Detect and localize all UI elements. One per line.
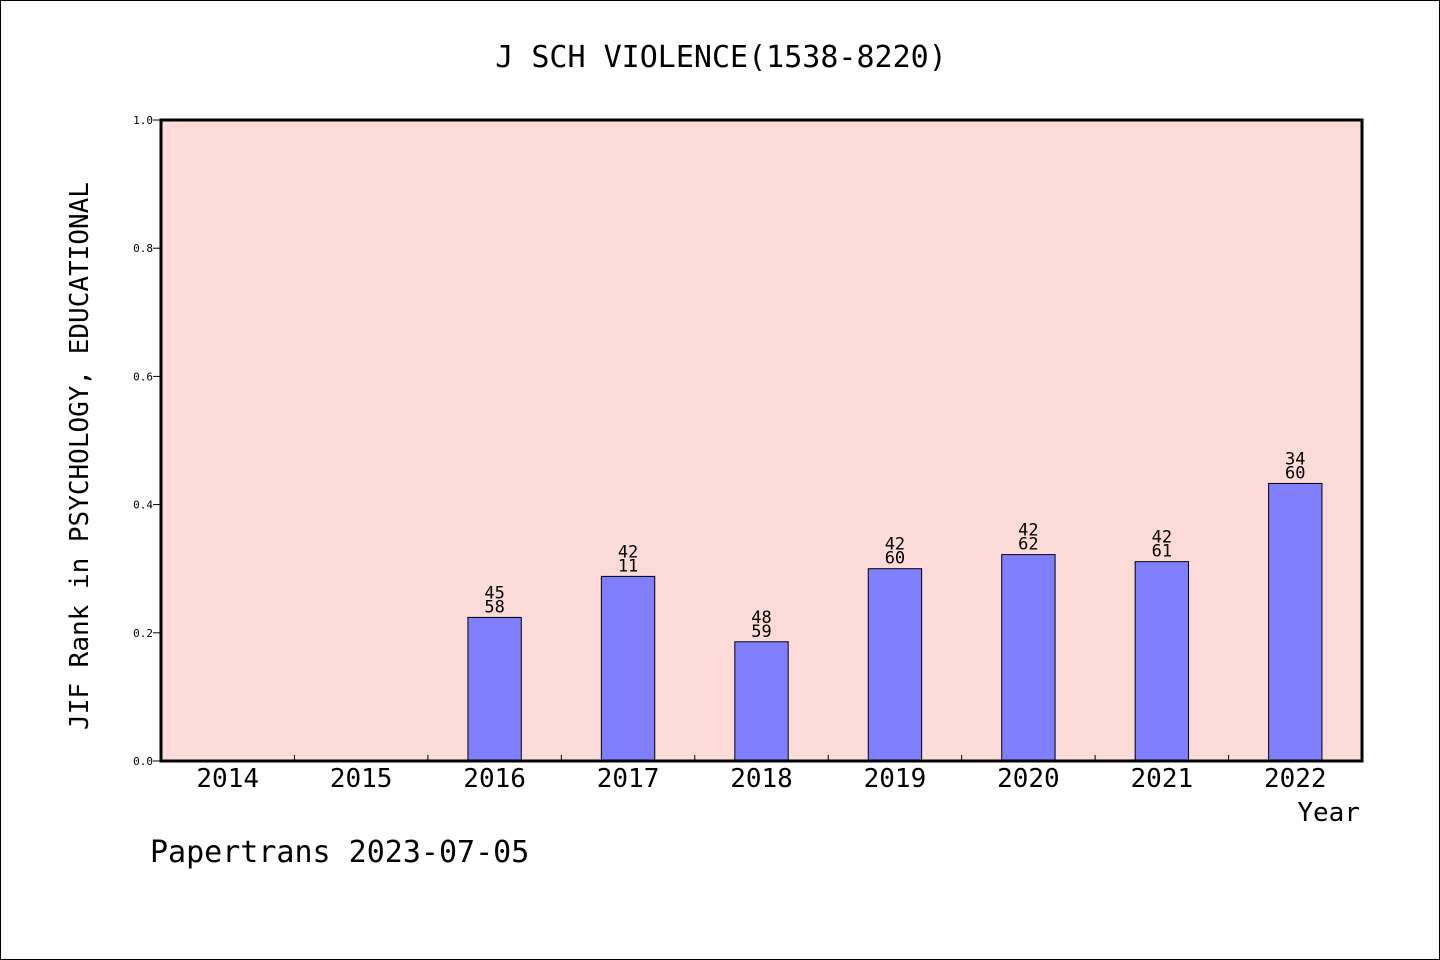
- y-axis-label: JIF Rank in PSYCHOLOGY, EDUCATIONAL: [65, 182, 95, 730]
- x-tick-label: 2015: [330, 764, 393, 794]
- x-tick-label: 2022: [1264, 764, 1327, 794]
- bar-label-bottom: 60: [885, 549, 905, 569]
- bar: [867, 568, 923, 762]
- bar-label-top: 34: [1285, 449, 1305, 469]
- x-tick-label: 2018: [730, 764, 793, 794]
- bars-layer: [467, 482, 1323, 762]
- y-axis: 0.0 0.2 0.4 0.6 0.8 1.0: [133, 114, 161, 768]
- x-axis: 2014 2015 2016 2017 2018 2019 2020 2021 2022: [196, 755, 1327, 794]
- y-tick-label: 1.0: [133, 114, 153, 127]
- x-tick-label: 2016: [463, 764, 526, 794]
- bar-label-bottom: 60: [1285, 463, 1305, 483]
- bar-label-top: 42: [1018, 521, 1038, 541]
- y-tick-label: 0.0: [133, 755, 153, 768]
- x-axis-label: Year: [1297, 798, 1360, 828]
- chart-title: J SCH VIOLENCE(1538-8220): [495, 40, 947, 75]
- bar: [1001, 554, 1056, 762]
- bar: [734, 641, 789, 762]
- bar-label-bottom: 11: [618, 556, 638, 576]
- bar-label-top: 42: [885, 535, 905, 555]
- bar-label-top: 42: [1152, 528, 1172, 548]
- bar: [1268, 482, 1323, 762]
- bar-label-top: 45: [484, 583, 504, 603]
- x-tick-label: 2021: [1131, 764, 1194, 794]
- plot-frame: [159, 118, 1364, 763]
- x-tick-label: 2014: [196, 764, 259, 794]
- bar-label-bottom: 59: [751, 622, 771, 642]
- footer-note: Papertrans 2023-07-05: [150, 835, 530, 870]
- x-tick-label: 2019: [864, 764, 927, 794]
- y-tick-label: 0.4: [133, 499, 153, 512]
- x-tick-label: 2020: [997, 764, 1060, 794]
- bar-label-top: 42: [618, 542, 638, 562]
- bar-label-bottom: 58: [484, 597, 504, 617]
- bar: [467, 616, 522, 762]
- y-tick-label: 0.2: [133, 627, 153, 640]
- y-tick-label: 0.6: [133, 370, 153, 383]
- bar: [600, 575, 656, 762]
- bar-label-bottom: 62: [1018, 535, 1038, 555]
- bar-label-bottom: 61: [1152, 542, 1172, 562]
- bar-label-top: 48: [751, 608, 771, 628]
- x-tick-label: 2017: [597, 764, 660, 794]
- y-tick-label: 0.8: [133, 242, 153, 255]
- bar: [1134, 561, 1190, 762]
